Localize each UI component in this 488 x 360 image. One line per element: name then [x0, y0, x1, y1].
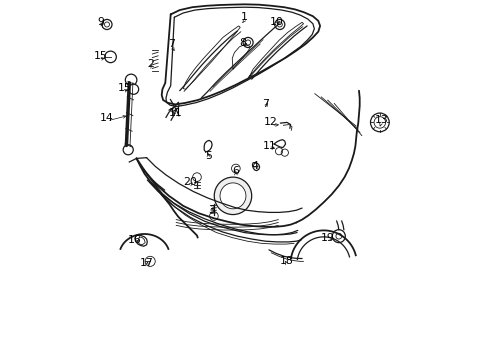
Text: 17: 17	[140, 258, 153, 268]
Circle shape	[274, 19, 284, 30]
Text: 18: 18	[280, 256, 293, 266]
Text: 9: 9	[97, 17, 104, 27]
Text: 7: 7	[168, 39, 175, 49]
Text: 10: 10	[269, 17, 283, 27]
Circle shape	[231, 164, 240, 173]
Circle shape	[102, 19, 112, 30]
Circle shape	[128, 84, 139, 94]
Text: 19: 19	[320, 233, 333, 243]
Text: 7: 7	[262, 99, 268, 109]
Text: 16: 16	[128, 235, 142, 246]
Text: 20: 20	[183, 177, 196, 187]
Circle shape	[370, 113, 388, 132]
Circle shape	[220, 183, 245, 209]
Text: 8: 8	[239, 38, 246, 48]
Circle shape	[209, 212, 218, 220]
Circle shape	[373, 117, 385, 128]
Text: 4: 4	[251, 161, 258, 171]
Text: 3: 3	[207, 204, 214, 215]
Text: 13: 13	[374, 114, 387, 125]
Text: 2: 2	[146, 59, 153, 69]
Circle shape	[123, 145, 133, 155]
Circle shape	[243, 37, 253, 48]
Text: 11: 11	[262, 141, 276, 151]
Text: 12: 12	[264, 117, 278, 127]
Text: 11: 11	[168, 108, 182, 118]
Text: 6: 6	[232, 166, 239, 176]
Circle shape	[145, 256, 155, 266]
Circle shape	[192, 173, 201, 181]
Circle shape	[332, 230, 345, 243]
Text: 14: 14	[100, 113, 114, 123]
Text: 15: 15	[93, 51, 107, 61]
Text: 1: 1	[241, 12, 247, 22]
Circle shape	[125, 74, 137, 86]
Text: 15: 15	[118, 83, 132, 93]
Circle shape	[214, 177, 251, 215]
Text: 5: 5	[204, 150, 211, 161]
Circle shape	[104, 51, 116, 63]
